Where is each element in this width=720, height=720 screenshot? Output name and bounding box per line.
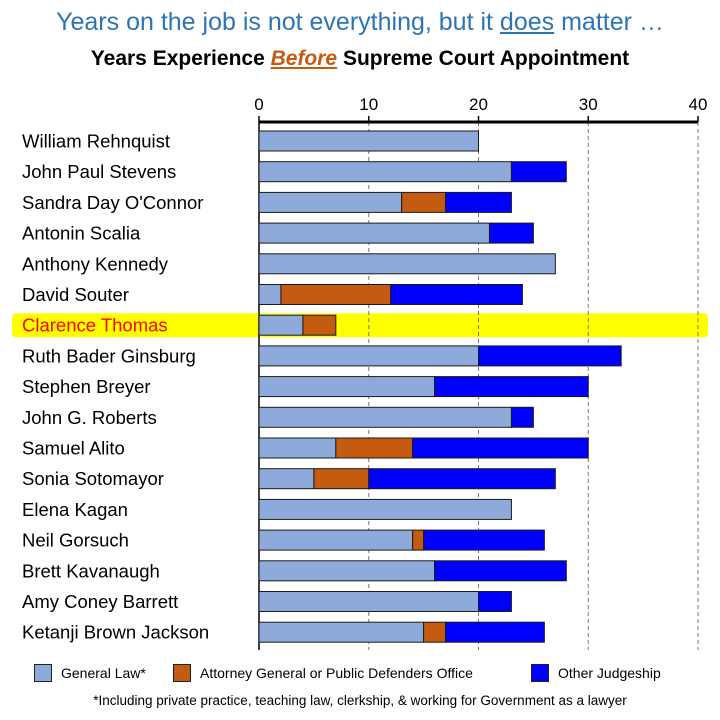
legend-item-other-judgeship: Other Judgeship <box>531 664 661 682</box>
category-label: Anthony Kennedy <box>22 253 169 274</box>
x-tick-label: 30 <box>579 95 598 114</box>
category-label: Samuel Alito <box>22 438 125 459</box>
bar-segment <box>258 406 512 428</box>
category-label: John Paul Stevens <box>22 161 176 182</box>
category-label: Amy Coney Barrett <box>22 591 178 612</box>
bar-segment <box>478 591 512 612</box>
category-label: John G. Roberts <box>22 407 157 428</box>
bar-segment <box>258 253 556 275</box>
category-label: Clarence Thomas <box>22 315 168 336</box>
x-tick-label: 40 <box>689 95 708 114</box>
bar-segment <box>258 376 436 398</box>
category-label: Sandra Day O'Connor <box>22 192 203 213</box>
bar-segment <box>258 130 479 152</box>
category-label: Ketanji Brown Jackson <box>22 622 209 643</box>
legend-item-general-law: General Law* <box>34 664 146 682</box>
bar-segment <box>258 437 337 459</box>
headline-emphasis: does <box>499 8 555 36</box>
bar-segment <box>412 529 425 551</box>
bar-segment <box>445 191 512 213</box>
bar-segment <box>401 191 447 213</box>
category-label: William Rehnquist <box>22 131 170 152</box>
bar-segment <box>258 468 315 490</box>
legend-swatch-general-law <box>34 664 52 682</box>
category-label: Neil Gorsuch <box>22 530 129 551</box>
bar-segment <box>478 345 622 367</box>
bar-segment <box>445 621 545 643</box>
bar-segment <box>258 191 403 213</box>
footnote: *Including private practice, teaching la… <box>93 693 627 708</box>
title-text-before: Years Experience <box>90 47 271 70</box>
headline-text-after: matter … <box>554 8 664 36</box>
x-tick-label: 0 <box>254 95 263 114</box>
bar-segment <box>258 560 436 582</box>
bar-segment <box>488 222 534 244</box>
category-label: Elena Kagan <box>22 499 128 520</box>
headline: Years on the job is not everything, but … <box>0 8 720 37</box>
bar-segment <box>258 314 304 336</box>
highlight-band <box>12 313 708 338</box>
bar-segment <box>434 376 589 398</box>
bar-segment <box>258 284 282 305</box>
bar-segment <box>510 161 567 183</box>
bar-segment <box>423 621 447 643</box>
bar-segment <box>258 345 479 367</box>
bar-segment <box>302 314 337 336</box>
bar-segment <box>313 468 370 490</box>
legend-swatch-attorney-general <box>173 664 191 682</box>
bar-segment <box>434 560 567 582</box>
bar-segment <box>280 284 392 305</box>
bar-chart: 0 10 20 30 40 William Rehnquist John Paul Stev… <box>12 95 708 650</box>
x-tick-label: 10 <box>359 95 378 114</box>
bar-segment <box>335 437 414 459</box>
bar-segment <box>368 468 556 490</box>
bar-segment <box>423 529 545 551</box>
legend-label-general-law: General Law* <box>61 665 146 681</box>
title-text-after: Supreme Court Appointment <box>337 47 630 70</box>
bar-segment <box>258 591 479 612</box>
legend-label-attorney-general: Attorney General or Public Defenders Off… <box>200 665 473 681</box>
category-label: Stephen Breyer <box>22 376 151 397</box>
x-tick-label: 20 <box>469 95 488 114</box>
category-label: Antonin Scalia <box>22 223 141 244</box>
category-label: David Souter <box>22 284 129 305</box>
bar-segment <box>412 437 589 459</box>
bar-segment <box>258 498 512 520</box>
legend-item-attorney-general: Attorney General or Public Defenders Off… <box>173 664 473 682</box>
legend: General Law* Attorney General or Public … <box>0 664 720 686</box>
category-label: Ruth Bader Ginsburg <box>22 345 196 366</box>
chart-title: Years Experience Before Supreme Court Ap… <box>0 47 720 71</box>
bar-segment <box>258 222 490 244</box>
bar-segment <box>258 621 425 643</box>
legend-swatch-other-judgeship <box>531 664 549 682</box>
category-label: Brett Kavanaugh <box>22 560 160 581</box>
headline-text-before: Years on the job is not everything, but … <box>56 8 500 36</box>
bar-segment <box>258 161 512 183</box>
bar-segment <box>510 406 534 428</box>
category-label: Sonia Sotomayor <box>22 468 164 489</box>
bar-segment <box>390 284 523 305</box>
title-emphasis: Before <box>270 47 338 70</box>
legend-label-other-judgeship: Other Judgeship <box>558 665 661 681</box>
bar-segment <box>258 529 414 551</box>
